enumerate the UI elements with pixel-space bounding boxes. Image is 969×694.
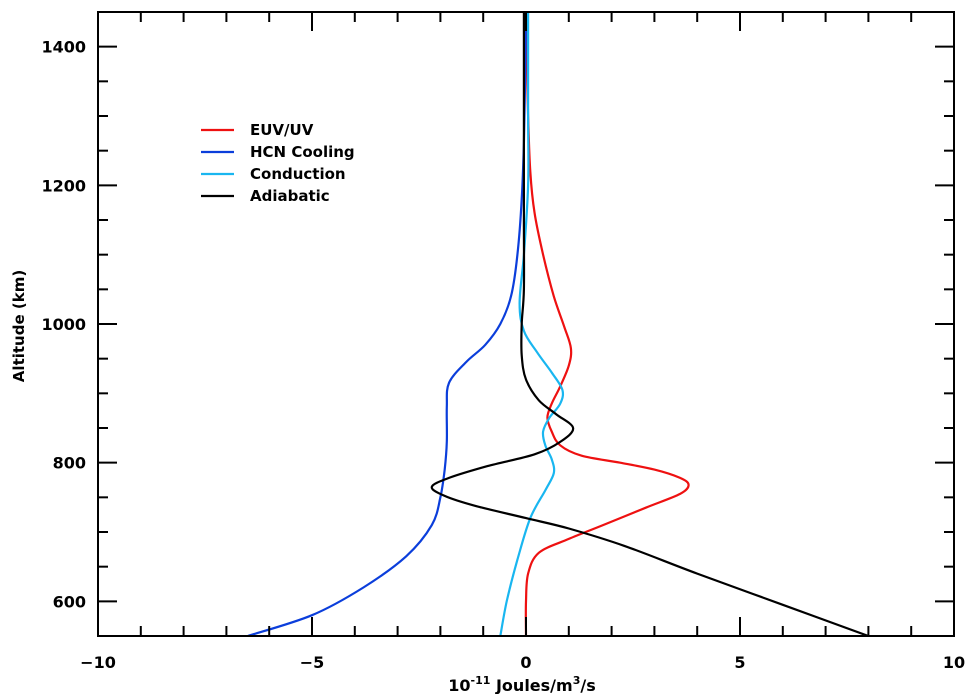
x-axis-label-unit-exponent: 3 <box>573 674 581 687</box>
legend-label-2: Conduction <box>250 165 346 183</box>
plot-frame <box>97 11 955 637</box>
x-axis-label-suffix: /s <box>580 676 595 694</box>
y-tick-label: 1000 <box>41 315 86 334</box>
tick-labels: −10 −5 0 5 10 600 800 1000 1200 1400 <box>41 38 965 672</box>
y-tick-label: 1400 <box>41 38 86 57</box>
x-tick-label: 0 <box>520 653 531 672</box>
y-tick-label: 800 <box>53 454 86 473</box>
legend-label-0: EUV/UV <box>250 121 314 139</box>
series-line-2 <box>499 12 565 636</box>
x-tick-label: 5 <box>734 653 745 672</box>
series-line-3 <box>430 12 869 636</box>
legend-label-1: HCN Cooling <box>250 143 355 161</box>
y-tick-label: 600 <box>53 592 86 611</box>
x-tick-label: −10 <box>80 653 116 672</box>
series-line-1 <box>247 12 528 636</box>
x-tick-label: 10 <box>943 653 965 672</box>
y-tick-label: 1200 <box>41 176 86 195</box>
y-axis-label: Altitude (km) <box>10 270 28 382</box>
axis-ticks <box>97 11 955 637</box>
legend: EUV/UV HCN Cooling Conduction Adiabatic <box>201 121 355 205</box>
data-lines <box>247 12 869 636</box>
x-axis-label-units: Joules/m <box>490 676 572 694</box>
x-tick-label: −5 <box>300 653 325 672</box>
x-axis-label: 10-11 Joules/m3/s <box>448 674 595 694</box>
x-axis-label-exponent: -11 <box>471 674 491 687</box>
legend-label-3: Adiabatic <box>250 187 330 205</box>
x-axis-label-base: 10 <box>448 676 470 694</box>
series-line-0 <box>524 12 690 636</box>
